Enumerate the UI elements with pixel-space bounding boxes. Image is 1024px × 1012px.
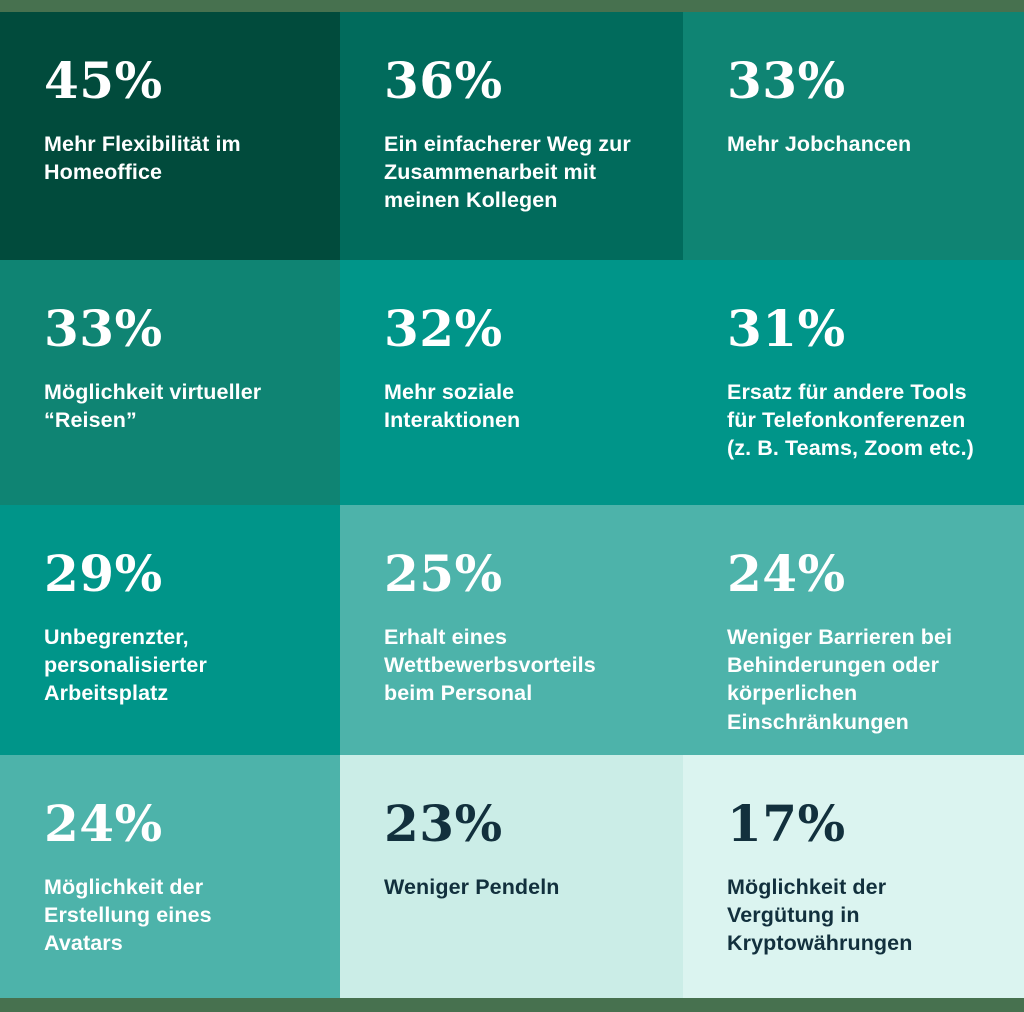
stat-tile-personal-workspace: 29% Unbegrenzter, personalisierter Arbei… bbox=[0, 505, 340, 755]
stat-value: 31% bbox=[727, 299, 846, 358]
stat-label: Ein einfacherer Weg zur Zusammenarbeit m… bbox=[384, 131, 631, 213]
stat-value: 32% bbox=[384, 299, 503, 358]
stat-label: Möglichkeit der Erstellung eines Avatars bbox=[44, 874, 212, 956]
stat-value: 24% bbox=[727, 544, 846, 603]
top-border bbox=[0, 0, 1024, 12]
stat-tile-crypto-compensation: 17% Möglichkeit der Vergütung in Kryptow… bbox=[683, 755, 1024, 998]
stat-label: Mehr soziale Interaktionen bbox=[384, 379, 521, 432]
stats-grid: 45% Mehr Flexibilität im Homeoffice 36% … bbox=[0, 12, 1024, 998]
stat-tile-virtual-travel: 33% Möglichkeit virtueller “Reisen” bbox=[0, 260, 340, 505]
stat-tile-avatar-creation: 24% Möglichkeit der Erstellung eines Ava… bbox=[0, 755, 340, 998]
stat-tile-less-commuting: 23% Weniger Pendeln bbox=[340, 755, 683, 998]
stat-value: 45% bbox=[44, 51, 163, 110]
stat-tile-social-interactions: 32% Mehr soziale Interaktionen bbox=[340, 260, 683, 505]
stat-label: Ersatz für andere Tools für Telefonkonfe… bbox=[727, 379, 974, 461]
stat-label: Erhalt eines Wettbewerbsvorteils beim Pe… bbox=[384, 624, 596, 706]
stat-value: 23% bbox=[384, 794, 503, 853]
stat-label: Weniger Barrieren bei Behinderungen oder… bbox=[727, 624, 953, 734]
stat-label: Mehr Jobchancen bbox=[727, 131, 912, 156]
stat-label: Möglichkeit virtueller “Reisen” bbox=[44, 379, 262, 432]
stat-value: 25% bbox=[384, 544, 503, 603]
stat-label: Mehr Flexibilität im Homeoffice bbox=[44, 131, 241, 184]
stat-tile-homeoffice-flexibility: 45% Mehr Flexibilität im Homeoffice bbox=[0, 12, 340, 260]
stat-tile-conference-tool-replacement: 31% Ersatz für andere Tools für Telefonk… bbox=[683, 260, 1024, 505]
stat-value: 29% bbox=[44, 544, 163, 603]
stat-value: 17% bbox=[727, 794, 846, 853]
stat-value: 36% bbox=[384, 51, 503, 110]
stat-value: 33% bbox=[44, 299, 163, 358]
stat-tile-collaboration: 36% Ein einfacherer Weg zur Zusammenarbe… bbox=[340, 12, 683, 260]
stat-value: 24% bbox=[44, 794, 163, 853]
stat-tile-competitive-advantage: 25% Erhalt eines Wettbewerbsvorteils bei… bbox=[340, 505, 683, 755]
stat-label: Möglichkeit der Vergütung in Kryptowähru… bbox=[727, 874, 913, 956]
stat-value: 33% bbox=[727, 51, 846, 110]
bottom-border bbox=[0, 998, 1024, 1012]
stat-tile-fewer-barriers: 24% Weniger Barrieren bei Behinderungen … bbox=[683, 505, 1024, 755]
stat-label: Unbegrenzter, personalisierter Arbeitspl… bbox=[44, 624, 207, 706]
stat-label: Weniger Pendeln bbox=[384, 874, 560, 899]
stat-tile-job-chances: 33% Mehr Jobchancen bbox=[683, 12, 1024, 260]
